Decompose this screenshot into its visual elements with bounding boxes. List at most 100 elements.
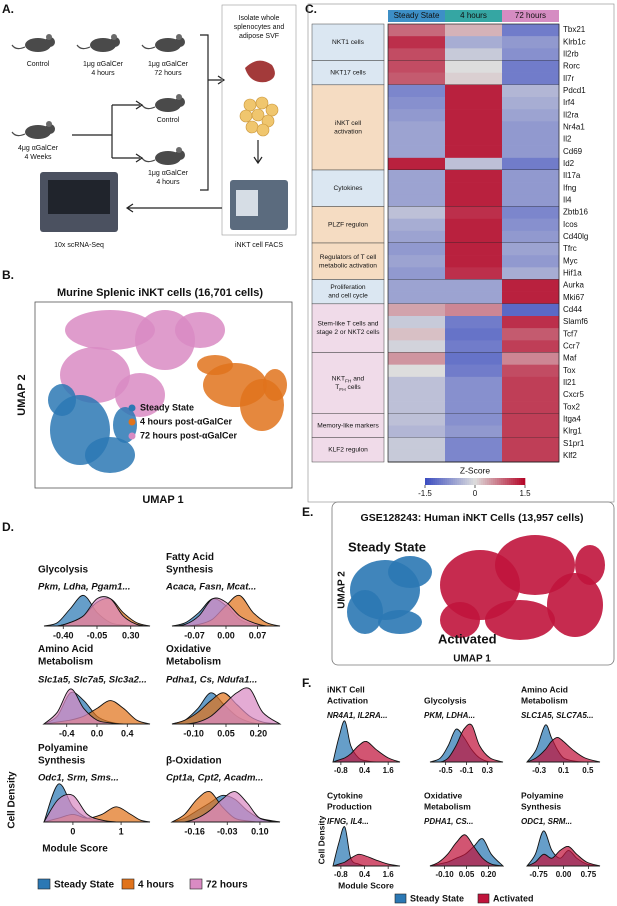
panel-c-frame [307, 3, 615, 503]
heatmap-cell [502, 206, 560, 219]
heatmap-cell [445, 279, 503, 292]
condition-label: 1μg αGalCer [148, 61, 189, 68]
axis-label: UMAP 1 [142, 494, 183, 506]
panel-letter: F. [302, 676, 311, 690]
panel-letter: D. [2, 520, 14, 534]
gene-label: Il17a [563, 171, 581, 180]
group-box [311, 169, 385, 207]
umap-cloud [347, 535, 605, 640]
gene-list: PDHA1, CS... [424, 817, 473, 826]
heatmap-cell [445, 218, 503, 232]
colorbar-tick-label: 1.5 [519, 489, 531, 498]
colorbar-step [451, 478, 454, 485]
heatmap-cell [388, 97, 446, 110]
condition-label: 4 hours [156, 179, 180, 186]
heatmap-cell [388, 206, 446, 219]
group-box [311, 242, 385, 280]
x-tick-label: 0.4 [359, 870, 371, 879]
colorbar-step [477, 478, 480, 485]
heatmap-cell [502, 389, 560, 402]
group-label: activation [334, 128, 362, 135]
column-label: 4 hours [460, 11, 487, 20]
plot-title: Metabolism [521, 695, 568, 705]
plot-title: Cytokine [327, 791, 363, 801]
gene-label: Cxcr5 [563, 390, 584, 399]
heatmap-cell [502, 36, 560, 49]
heatmap-cell [445, 303, 503, 317]
gene-label: Slamf6 [563, 317, 588, 326]
gene-label: Zbtb16 [563, 208, 588, 217]
gene-list: ODC1, SRM... [521, 817, 572, 826]
heatmap-cell [445, 109, 503, 122]
colorbar-step [485, 478, 488, 485]
sequencer-screen [48, 180, 110, 214]
heatmap-cell [388, 340, 446, 353]
heatmap-cell [388, 389, 446, 402]
group-label: KLF2 regulon [328, 447, 368, 454]
colorbar-step [487, 478, 490, 485]
colorbar-step [481, 478, 484, 485]
group-box [311, 279, 385, 305]
heatmap-cell [445, 413, 503, 426]
plot-title: Amino Acid [521, 685, 568, 695]
cluster-label: Activated [438, 631, 497, 646]
heatmap-cell [502, 230, 560, 244]
heatmap-cell [388, 303, 446, 317]
group-label: iNKT cell [335, 120, 362, 127]
heatmap-cell [445, 449, 503, 463]
gene-label: Itga4 [563, 415, 581, 424]
plot-title: Fatty Acid [166, 552, 214, 563]
plot-title: Synthesis [38, 756, 86, 767]
colorbar-title: Z-Score [460, 465, 491, 475]
colorbar-step [425, 478, 428, 485]
colorbar-step [431, 478, 434, 485]
heatmap-cell [445, 72, 503, 86]
heatmap-cell [445, 36, 503, 49]
group-label: NKTFH and [332, 375, 365, 384]
heatmap-cell [445, 291, 503, 305]
legend-swatch [394, 893, 407, 904]
density-curve [430, 723, 504, 763]
mouse-icon [11, 33, 56, 53]
heatmap-cell [445, 157, 503, 171]
column-header [502, 10, 559, 22]
step-label: adipose SVF [239, 33, 279, 40]
heatmap-cell [502, 352, 560, 365]
gene-label: Nr4a1 [563, 123, 585, 132]
colorbar-step [511, 478, 514, 485]
panel-a-diagram [11, 4, 297, 236]
heatmap-cell [445, 352, 503, 365]
x-tick-label: -0.8 [334, 870, 348, 879]
axis-label: Cell Density [316, 815, 326, 864]
mouse-icon [141, 146, 186, 166]
spleen-icon [245, 60, 275, 83]
colorbar-step [493, 478, 496, 485]
x-tick-label: 0.05 [459, 870, 475, 879]
panel-letter: B. [2, 268, 14, 282]
colorbar-step [509, 478, 512, 485]
colorbar-step [435, 478, 438, 485]
x-tick-label: -0.4 [59, 728, 75, 738]
group-label: Memory-like markers [317, 422, 379, 429]
arrow-head [135, 100, 144, 163]
heatmap-cell [445, 121, 503, 134]
heatmap-cell [445, 24, 503, 37]
panel-letter: A. [2, 2, 14, 16]
gene-label: Cd44 [563, 305, 583, 314]
colorbar-step [483, 478, 486, 485]
heatmap-cell [502, 84, 560, 98]
heatmap-cell [445, 97, 503, 110]
x-tick-label: 0.07 [249, 630, 267, 640]
mouse-icon [141, 33, 186, 53]
umap-frame [34, 301, 293, 489]
heatmap-cell [388, 157, 446, 171]
gene-label: Klrg1 [563, 427, 582, 436]
gene-label: Cd40lg [563, 232, 588, 241]
gene-label: S1pr1 [563, 439, 585, 448]
density-curve [429, 834, 504, 867]
column-label: Steady State [394, 11, 440, 20]
x-tick-label: 0.5 [582, 766, 594, 775]
group-label: Stem-like T cells and [318, 321, 379, 328]
colorbar-step [523, 478, 526, 485]
group-box [311, 352, 385, 414]
